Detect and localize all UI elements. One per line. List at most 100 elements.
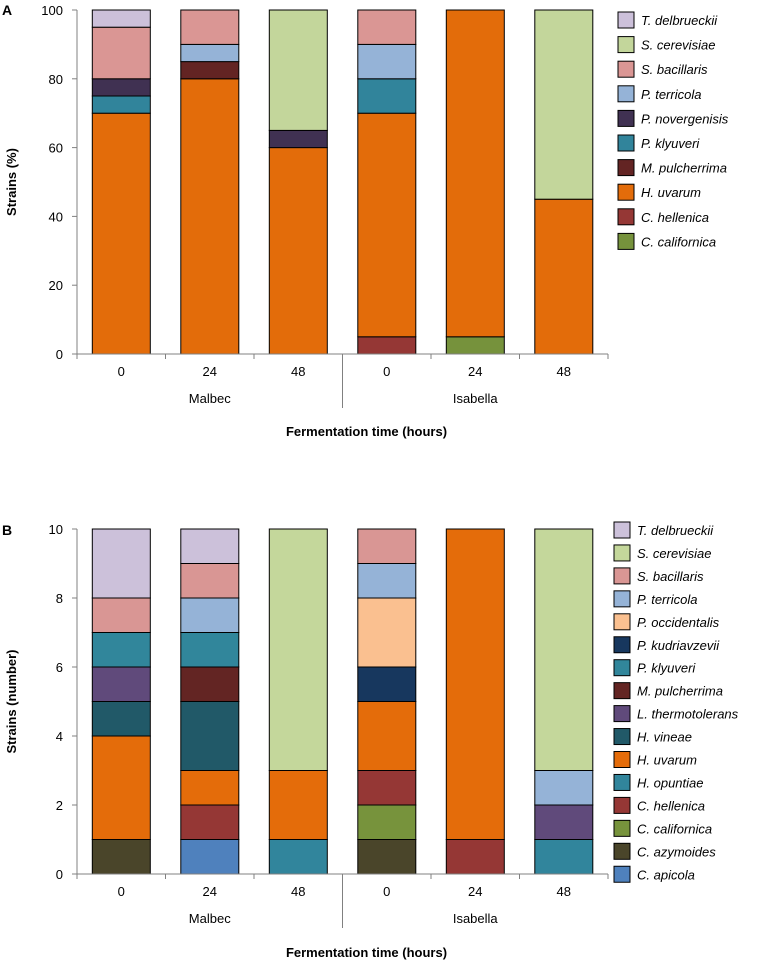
x-tick-label: 0 — [118, 364, 125, 379]
legend-swatch — [613, 544, 631, 562]
x-tick-label: 48 — [291, 364, 305, 379]
legend-label: C. californica — [637, 821, 712, 836]
legend-label: C. hellenica — [641, 210, 709, 225]
legend-swatch — [617, 11, 635, 29]
bar-segment — [91, 735, 151, 840]
y-tick-label: 6 — [56, 660, 63, 675]
bar-segment — [357, 78, 417, 114]
legend-swatch — [617, 36, 635, 54]
legend-swatch — [617, 60, 635, 78]
legend-swatch — [613, 567, 631, 585]
x-tick-label: 0 — [383, 364, 390, 379]
legend-swatch — [613, 590, 631, 608]
bar-segment — [180, 770, 240, 806]
legend-swatch — [617, 109, 635, 127]
chart-panel-a: A 0 20 40 60 80 100 0 24 48 0 24 48 Malbec Isabella Fer… — [2, 2, 729, 439]
legend-swatch — [613, 796, 631, 814]
y-tick-label: 80 — [49, 72, 63, 87]
bar-segment — [357, 597, 417, 668]
bar-segment — [357, 563, 417, 599]
legend-swatch — [613, 613, 631, 631]
bar-segment — [534, 804, 594, 840]
legend-label: M. pulcherrima — [637, 684, 723, 699]
bar-segment — [180, 632, 240, 668]
bar-segment — [445, 839, 505, 875]
bar-segment — [180, 563, 240, 599]
x-tick-label: 48 — [557, 364, 571, 379]
bar-segment — [91, 112, 151, 355]
legend-swatch — [617, 134, 635, 152]
bar-segment — [357, 43, 417, 80]
legend-label: S. cerevisiae — [637, 546, 711, 561]
group-label: Isabella — [453, 391, 499, 406]
bar-segment — [357, 770, 417, 806]
legend-swatch — [613, 682, 631, 700]
bar-segment — [357, 804, 417, 840]
legend-label: S. bacillaris — [641, 62, 708, 77]
legend-label: P. occidentalis — [637, 615, 720, 630]
bar-segment — [357, 666, 417, 702]
legend-label: P. terricola — [641, 87, 701, 102]
y-tick-label: 0 — [56, 347, 63, 362]
bar-segment — [534, 770, 594, 806]
bar-segment — [91, 701, 151, 737]
bar-segment — [91, 597, 151, 633]
bar-segment — [180, 701, 240, 771]
bar-segment — [534, 198, 594, 355]
legend-label: H. uvarum — [641, 185, 701, 200]
x-tick-label: 24 — [468, 364, 482, 379]
legend-swatch — [617, 183, 635, 201]
bar-segment — [91, 632, 151, 668]
bar-segment — [357, 528, 417, 564]
bar-segment — [180, 804, 240, 840]
legend-label: T. delbrueckii — [641, 13, 718, 28]
x-tick-label: 24 — [203, 364, 217, 379]
legend-swatch — [617, 208, 635, 226]
legend-label: T. delbrueckii — [637, 523, 714, 538]
x-tick-label: 48 — [557, 884, 571, 899]
bar-segment — [91, 78, 151, 97]
legend-label: H. opuntiae — [637, 775, 704, 790]
x-tick-label: 48 — [291, 884, 305, 899]
legend-label: S. cerevisiae — [641, 38, 715, 53]
legend-swatch — [613, 659, 631, 677]
x-tick-label: 24 — [203, 884, 217, 899]
bar-segment — [268, 839, 328, 875]
y-tick-label: 10 — [49, 522, 63, 537]
bar-segment — [357, 9, 417, 45]
legend-swatch — [613, 728, 631, 746]
y-tick-label: 40 — [49, 209, 63, 224]
x-axis-title: Fermentation time (hours) — [286, 945, 447, 960]
bar-segment — [91, 666, 151, 702]
bar-segment — [268, 528, 328, 771]
legend-label: C. hellenica — [637, 798, 705, 813]
legend-label: C. azymoides — [637, 844, 716, 859]
bar-segment — [91, 839, 151, 875]
bar-segment — [357, 701, 417, 771]
bar-segment — [268, 147, 328, 355]
group-label: Malbec — [189, 391, 231, 406]
legend-swatch — [613, 819, 631, 837]
legend-swatch — [613, 865, 631, 883]
y-tick-label: 2 — [56, 798, 63, 813]
y-axis-title: Strains (%) — [4, 148, 19, 216]
y-axis-title: Strains (number) — [4, 649, 19, 753]
legend-swatch — [613, 705, 631, 723]
legend-label: C. californica — [641, 234, 716, 249]
legend-swatch — [617, 85, 635, 103]
legend-swatch — [617, 232, 635, 250]
bar-segment — [180, 528, 240, 564]
bar-segment — [180, 9, 240, 45]
legend-swatch — [613, 636, 631, 654]
x-axis-title: Fermentation time (hours) — [286, 424, 447, 439]
bar-segment — [91, 9, 151, 28]
x-tick-label: 24 — [468, 884, 482, 899]
bar-segment — [357, 839, 417, 875]
legend: T. delbrueckii S. cerevisiae S. bacillaris… — [617, 11, 729, 250]
y-tick-label: 100 — [41, 3, 63, 18]
x-tick-label: 0 — [383, 884, 390, 899]
bar-segment — [268, 9, 328, 131]
bar-segment — [534, 528, 594, 771]
bar-segment — [534, 9, 594, 200]
